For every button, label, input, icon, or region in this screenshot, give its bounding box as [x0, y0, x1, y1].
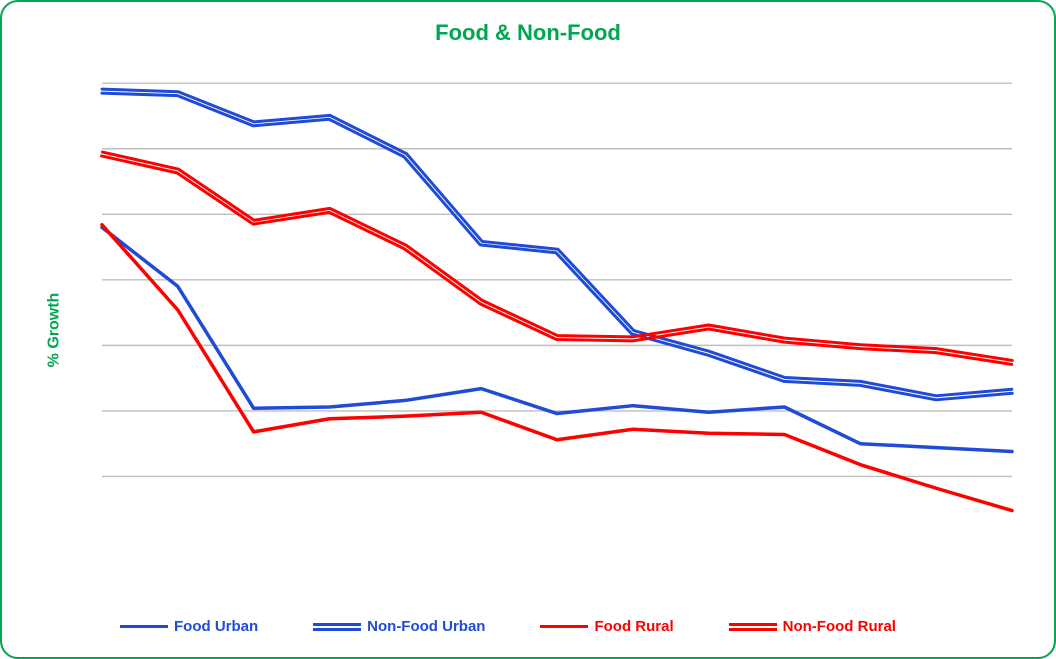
legend-item: Food Urban	[120, 618, 258, 635]
legend-swatch	[313, 620, 361, 634]
x-tick-label: 80%	[734, 480, 760, 495]
x-tick-label: 20%	[279, 480, 305, 495]
legend-swatch	[540, 620, 588, 634]
x-tick-label: 50%	[506, 480, 532, 495]
legend-label: Food Rural	[594, 618, 673, 635]
legend-swatch	[729, 620, 777, 634]
chart-svg	[92, 52, 1022, 562]
plot-area: 5% 10% 20% 30% 40% 50% 60% 70% 80% 90% 95% All	[92, 52, 1022, 562]
x-tick-label: 95%	[885, 480, 911, 495]
legend-label: Non-Food Urban	[367, 618, 485, 635]
series-line	[102, 225, 1012, 511]
series-line	[102, 93, 1012, 400]
x-tick-label: 40%	[430, 480, 456, 495]
legend-label: Food Urban	[174, 618, 258, 635]
legend-item: Non-Food Urban	[313, 618, 485, 635]
y-axis-label: % Growth	[45, 292, 63, 367]
x-tick-label: 70%	[658, 480, 684, 495]
x-tick-label: 5%	[131, 480, 150, 495]
chart-container: Food & Non-Food % Growth 5%10%20%30%40%5…	[0, 0, 1056, 659]
x-tick-label: 90%	[809, 480, 835, 495]
legend-swatch	[120, 620, 168, 634]
chart-legend: Food Urban Non-Food Urban Food Rural Non-Fo…	[92, 618, 1022, 635]
chart-title-wrap: Food & Non-Food	[2, 20, 1054, 46]
x-tick-label: 10%	[203, 480, 229, 495]
series-line	[102, 156, 1012, 364]
chart-title: Food & Non-Food	[435, 20, 621, 45]
x-tick-label: All	[967, 480, 981, 495]
x-tick-label: 60%	[582, 480, 608, 495]
legend-item: Food Rural	[540, 618, 673, 635]
legend-item: Non-Food Rural	[729, 618, 896, 635]
x-tick-label: 30%	[354, 480, 380, 495]
legend-label: Non-Food Rural	[783, 618, 896, 635]
